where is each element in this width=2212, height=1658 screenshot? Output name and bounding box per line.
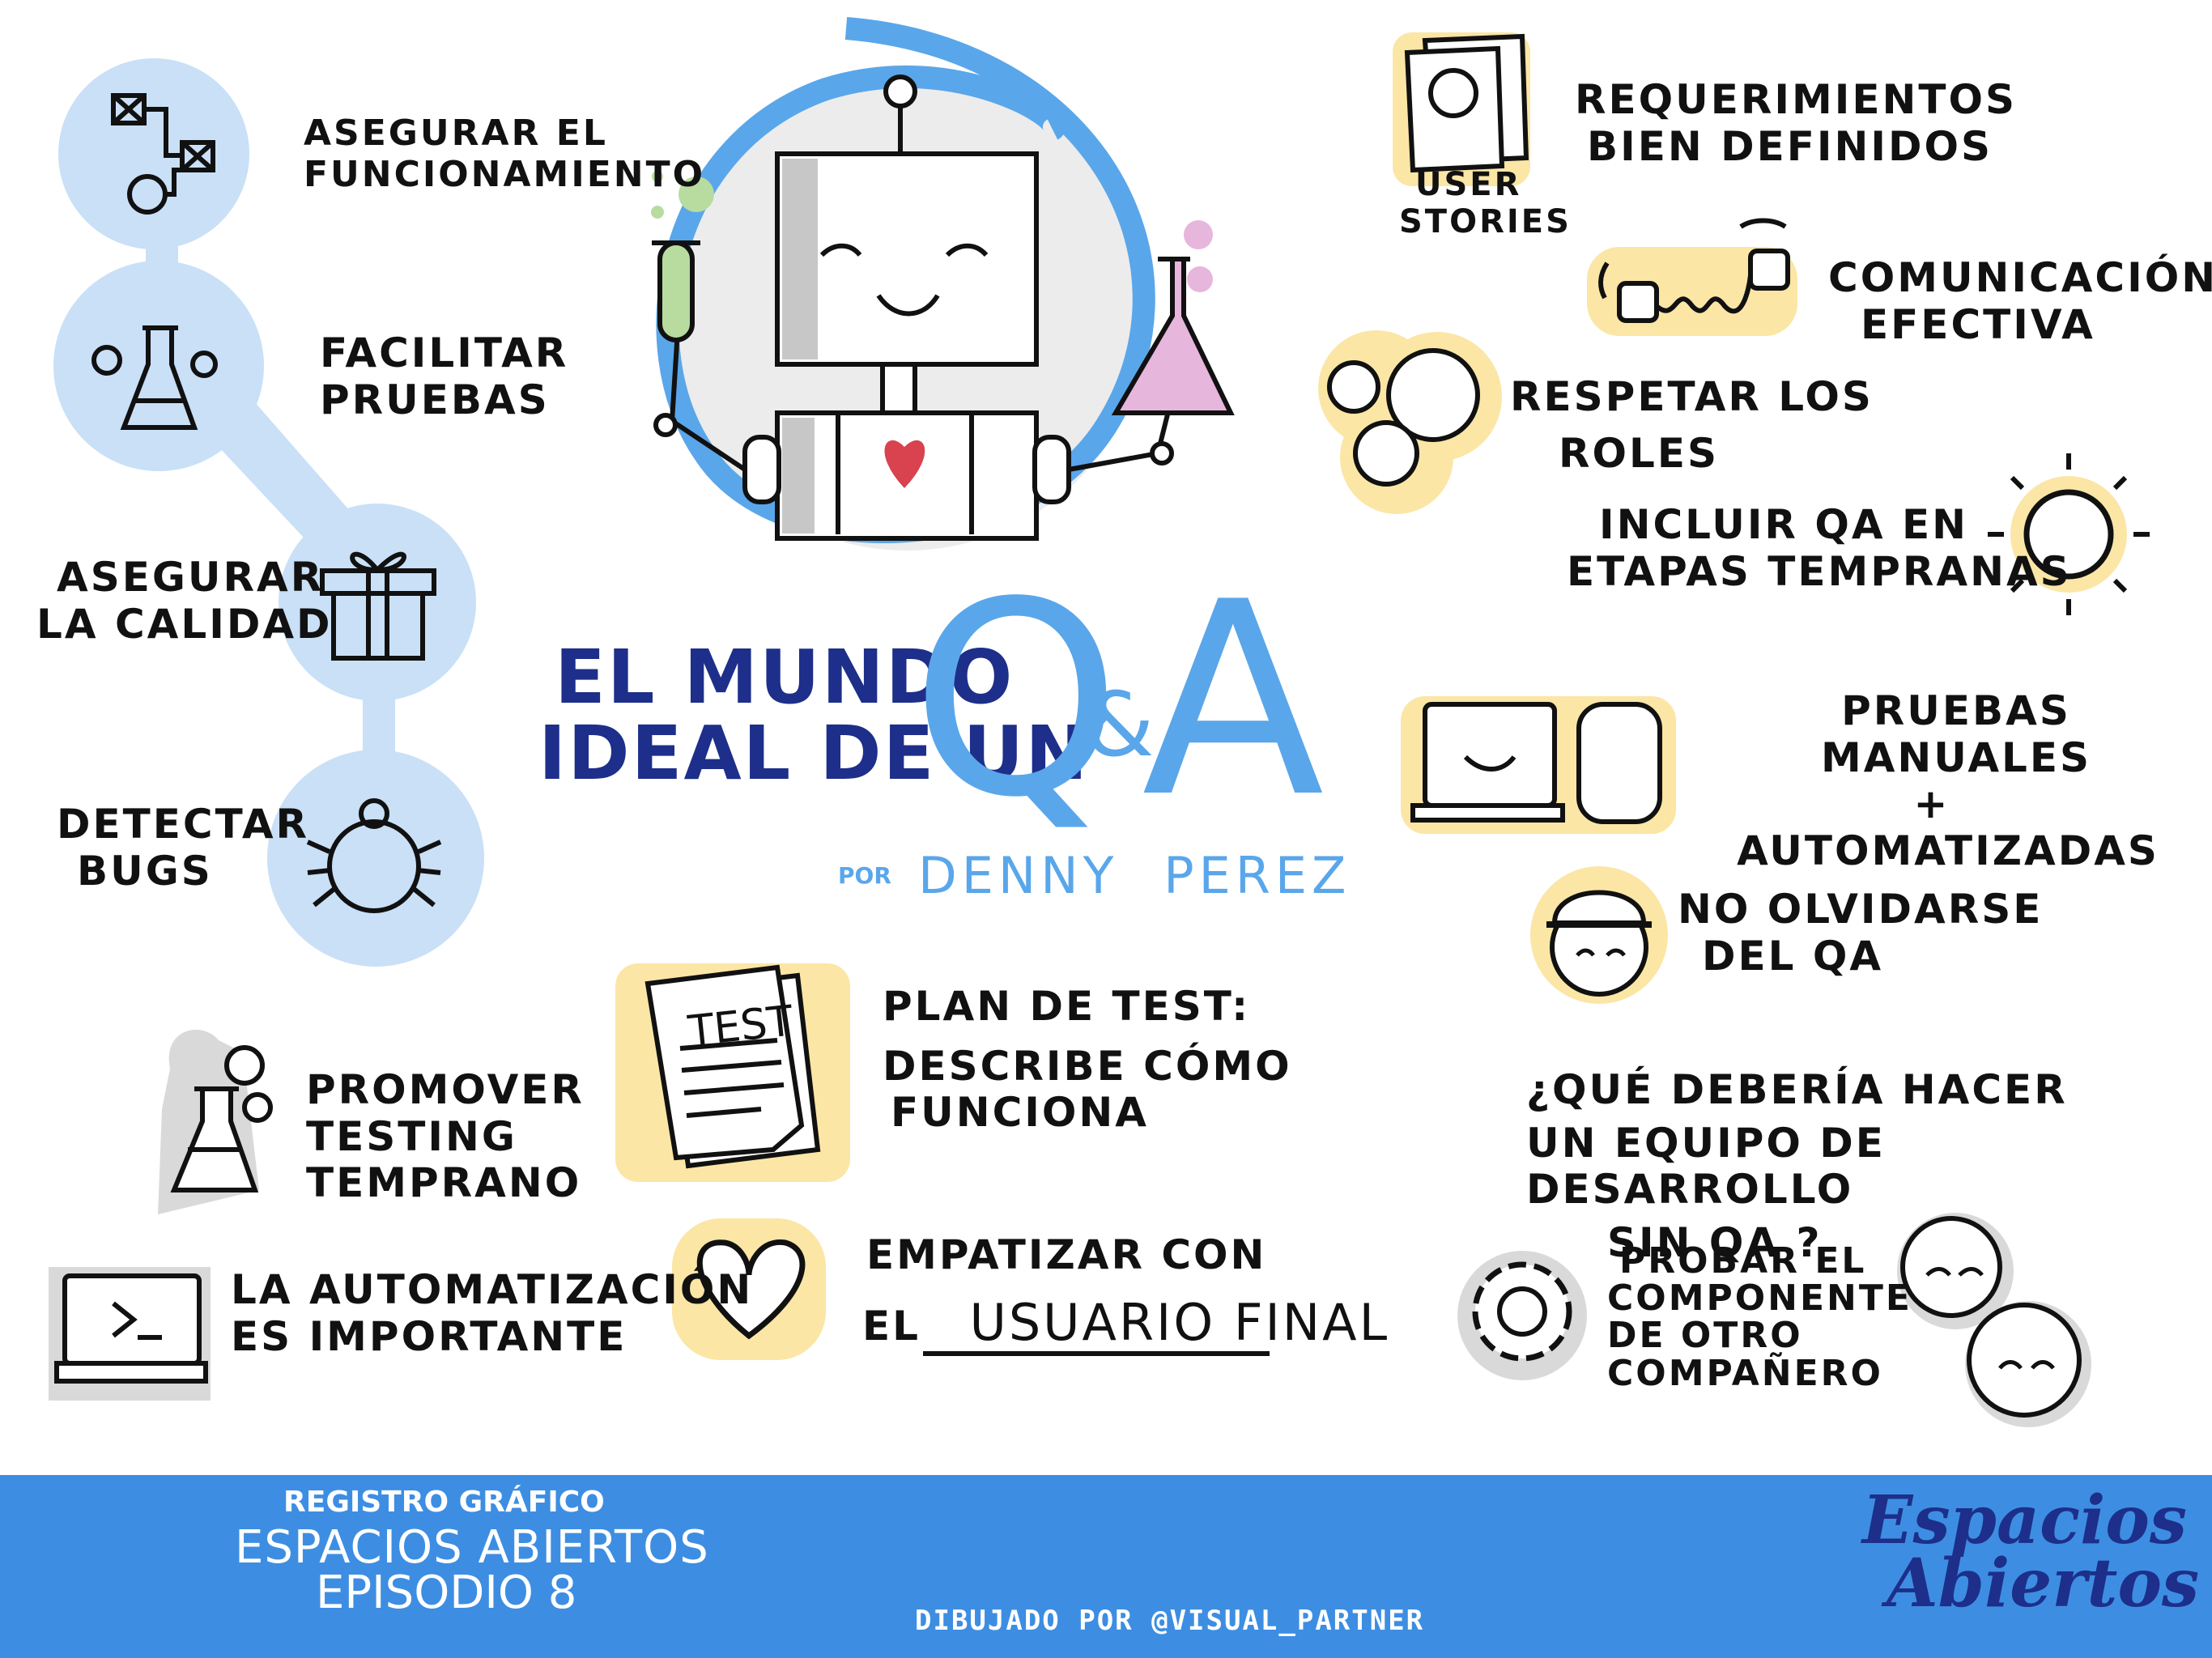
left-item-1-text: ASEGURAR EL FUNCIONAMIENTO xyxy=(304,113,705,195)
user-stories-icon xyxy=(1393,32,1530,186)
robot-illustration xyxy=(651,17,1235,551)
byline-por: POR xyxy=(838,862,891,889)
promote-flask-icon xyxy=(158,1029,273,1214)
user-stories-caption-line-2: STORIES xyxy=(1399,203,1572,240)
circles-faces-icon xyxy=(1318,330,1502,514)
left-item-3-line-1: ASEGURAR xyxy=(57,554,325,601)
left-item-5-text: PROMOVER TESTING TEMPRANO xyxy=(306,1066,585,1207)
right-item-4-line-1: INCLUIR QA EN xyxy=(1599,501,1968,548)
smiley-faces-icon xyxy=(1897,1213,2091,1427)
title-line-1: EL MUNDO xyxy=(555,634,1015,721)
footer-brand-line-2: Abiertos xyxy=(1887,1544,2200,1622)
answer-line-3: DE OTRO xyxy=(1607,1315,1803,1357)
answer-line-2: COMPONENTE xyxy=(1607,1278,1912,1320)
footer-bar xyxy=(0,1475,2212,1658)
byline: POR DENNY PEREZ xyxy=(838,846,1351,905)
right-item-6-text: NO OLVIDARSE DEL QA xyxy=(1678,886,2043,980)
title-ampersand: & xyxy=(1085,673,1155,776)
left-item-6-text: LA AUTOMATIZACIÓN ES IMPORTANTE xyxy=(231,1266,754,1360)
left-item-4-line-2: BUGS xyxy=(77,847,213,895)
right-item-5-line-1: PRUEBAS MANUALES xyxy=(1820,687,2092,781)
gift-icon xyxy=(279,504,476,701)
empathy-line-2: EL USUARIO FINAL xyxy=(862,1292,1390,1352)
footer-credit: DIBUJADO POR @VISUAL_PARTNER xyxy=(915,1605,1425,1637)
right-item-4-line-2: ETAPAS TEMPRANAS xyxy=(1567,547,2072,595)
left-item-5-line-3: TEMPRANO xyxy=(306,1159,582,1206)
footer-episode: EPISODIO 8 xyxy=(316,1567,577,1619)
right-item-2-line-2: EFECTIVA xyxy=(1861,300,2095,348)
right-item-6-line-2: DEL QA xyxy=(1702,932,1884,980)
terminal-icon xyxy=(49,1267,211,1401)
workflow-icon xyxy=(58,58,249,249)
question-line-2: UN EQUIPO DE DESARROLLO xyxy=(1526,1119,1886,1213)
left-item-2-line-1: FACILITAR xyxy=(320,329,569,376)
empathy-text: EMPATIZAR CON EL USUARIO FINAL xyxy=(862,1231,1390,1352)
right-item-1-line-1: REQUERIMIENTOS xyxy=(1575,76,2018,123)
question-line-3: SIN QA ? xyxy=(1607,1218,1823,1266)
empathy-line-1: EMPATIZAR CON xyxy=(866,1231,1267,1278)
right-item-2-line-1: COMUNICACIÓN xyxy=(1828,254,2212,301)
left-item-4-text: DETECTAR BUGS xyxy=(57,801,309,895)
left-item-2-line-2: PRUEBAS xyxy=(320,376,550,423)
left-item-2-text: FACILITAR PRUEBAS xyxy=(320,329,569,423)
plan-de-test-text: PLAN DE TEST: DESCRIBE CÓMO FUNCIONA xyxy=(883,983,1292,1137)
left-item-4-line-1: DETECTAR xyxy=(57,801,310,848)
gear-icon xyxy=(1457,1251,1587,1380)
footer-brand-line-1: Espacios xyxy=(1862,1482,2188,1559)
laptop-phone-icon xyxy=(1401,696,1676,834)
footer-series-block: REGISTRO GRÁFICO ESPACIOS ABIERTOS EPISO… xyxy=(235,1488,709,1616)
bug-icon xyxy=(267,750,484,967)
right-item-5-line-2: + xyxy=(1913,780,1950,827)
title-a: A xyxy=(1142,545,1325,856)
tin-can-phone-icon xyxy=(1587,218,1797,336)
right-item-3-line-2: ROLES xyxy=(1559,429,1720,477)
title-block: EL MUNDO IDEAL DE UN xyxy=(538,640,1089,792)
left-item-5-line-2: TESTING xyxy=(306,1112,517,1160)
title-line-2: IDEAL DE UN xyxy=(538,709,1090,797)
left-item-5-line-1: PROMOVER xyxy=(306,1066,585,1113)
plan-line-2: FUNCIONA xyxy=(891,1089,1149,1136)
right-item-6-line-1: NO OLVIDARSE xyxy=(1678,886,2044,933)
question-line-1: ¿QUÉ DEBERÍA HACER xyxy=(1526,1066,2068,1113)
answer-text: PROBAR EL COMPONENTE DE OTRO COMPAÑERO xyxy=(1607,1240,1912,1394)
left-item-1-line-1: ASEGURAR EL xyxy=(304,113,608,154)
footer-brand: Espacios Abiertos xyxy=(1862,1482,2200,1622)
plan-line-1: DESCRIBE CÓMO xyxy=(883,1042,1292,1090)
question-text: ¿QUÉ DEBERÍA HACER UN EQUIPO DE DESARROL… xyxy=(1526,1066,2212,1266)
sun-icon xyxy=(1988,453,2150,615)
user-stories-caption: USER STORIES xyxy=(1399,166,1572,240)
empathy-el: EL xyxy=(862,1302,921,1350)
left-item-6-line-1: LA AUTOMATIZACIÓN xyxy=(231,1266,754,1313)
right-item-3-line-1: RESPETAR LOS xyxy=(1510,373,1874,420)
right-item-1-text: REQUERIMIENTOS BIEN DEFINIDOS xyxy=(1575,76,2018,170)
byline-author: DENNY PEREZ xyxy=(917,846,1351,905)
right-item-2-text: COMUNICACIÓN EFECTIVA xyxy=(1828,254,2212,348)
footer-series: ESPACIOS ABIERTOS xyxy=(235,1521,709,1574)
answer-line-4: COMPAÑERO xyxy=(1607,1352,1883,1394)
left-item-6-line-2: ES IMPORTANTE xyxy=(231,1312,627,1360)
answer-line-1: PROBAR EL xyxy=(1619,1240,1867,1282)
left-item-1-line-2: FUNCIONAMIENTO xyxy=(304,153,706,195)
right-item-1-line-2: BIEN DEFINIDOS xyxy=(1587,122,1993,170)
empathy-underlined: USUARIO FINAL xyxy=(969,1292,1390,1352)
right-item-4-text: INCLUIR QA EN ETAPAS TEMPRANAS xyxy=(1567,501,2072,595)
flask-icon xyxy=(53,261,264,471)
user-stories-caption-line-1: USER xyxy=(1415,166,1522,203)
footer-kicker: REGISTRO GRÁFICO xyxy=(283,1486,605,1519)
plan-title: PLAN DE TEST: xyxy=(883,983,1251,1030)
left-item-3-line-2: LA CALIDAD xyxy=(36,600,333,648)
heart-icon xyxy=(672,1218,826,1360)
left-item-3-text: ASEGURAR LA CALIDAD xyxy=(36,554,333,648)
right-item-3-text: RESPETAR LOS ROLES xyxy=(1510,373,1874,477)
hardhat-face-icon xyxy=(1530,866,1668,1004)
right-item-5-line-3: AUTOMATIZADAS xyxy=(1737,827,2159,874)
title-q: Q xyxy=(911,545,1121,856)
right-item-5-text: PRUEBAS MANUALES + AUTOMATIZADAS xyxy=(1700,687,2212,874)
test-document-icon xyxy=(615,963,850,1182)
